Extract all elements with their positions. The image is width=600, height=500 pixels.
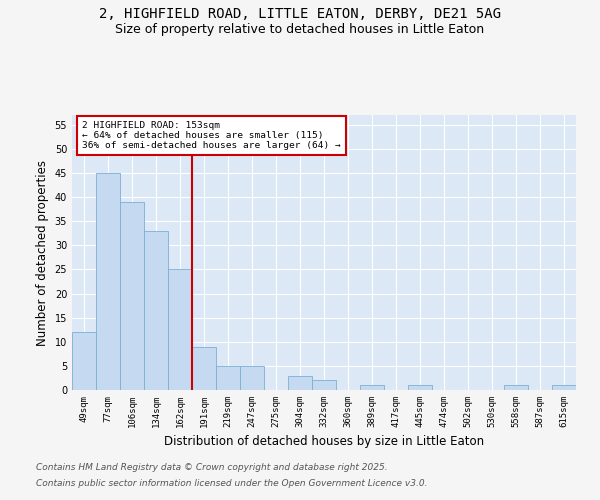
Bar (72, 332, 96, 390)
Bar (552, 385, 576, 390)
Bar (408, 385, 432, 390)
Bar (216, 366, 240, 390)
Bar (240, 366, 264, 390)
Text: 2 HIGHFIELD ROAD: 153sqm
← 64% of detached houses are smaller (115)
36% of semi-: 2 HIGHFIELD ROAD: 153sqm ← 64% of detach… (82, 120, 341, 150)
Text: Contains public sector information licensed under the Open Government Licence v3: Contains public sector information licen… (36, 478, 427, 488)
X-axis label: Distribution of detached houses by size in Little Eaton: Distribution of detached houses by size … (164, 436, 484, 448)
Bar (96, 173, 120, 390)
Bar (192, 346, 216, 390)
Bar (288, 376, 312, 390)
Text: Contains HM Land Registry data © Crown copyright and database right 2025.: Contains HM Land Registry data © Crown c… (36, 464, 388, 472)
Y-axis label: Number of detached properties: Number of detached properties (36, 160, 49, 346)
Bar (168, 270, 192, 390)
Bar (504, 385, 528, 390)
Bar (312, 380, 336, 390)
Bar (144, 231, 168, 390)
Text: Size of property relative to detached houses in Little Eaton: Size of property relative to detached ho… (115, 22, 485, 36)
Text: 2, HIGHFIELD ROAD, LITTLE EATON, DERBY, DE21 5AG: 2, HIGHFIELD ROAD, LITTLE EATON, DERBY, … (99, 8, 501, 22)
Bar (120, 202, 144, 390)
Bar (360, 385, 384, 390)
